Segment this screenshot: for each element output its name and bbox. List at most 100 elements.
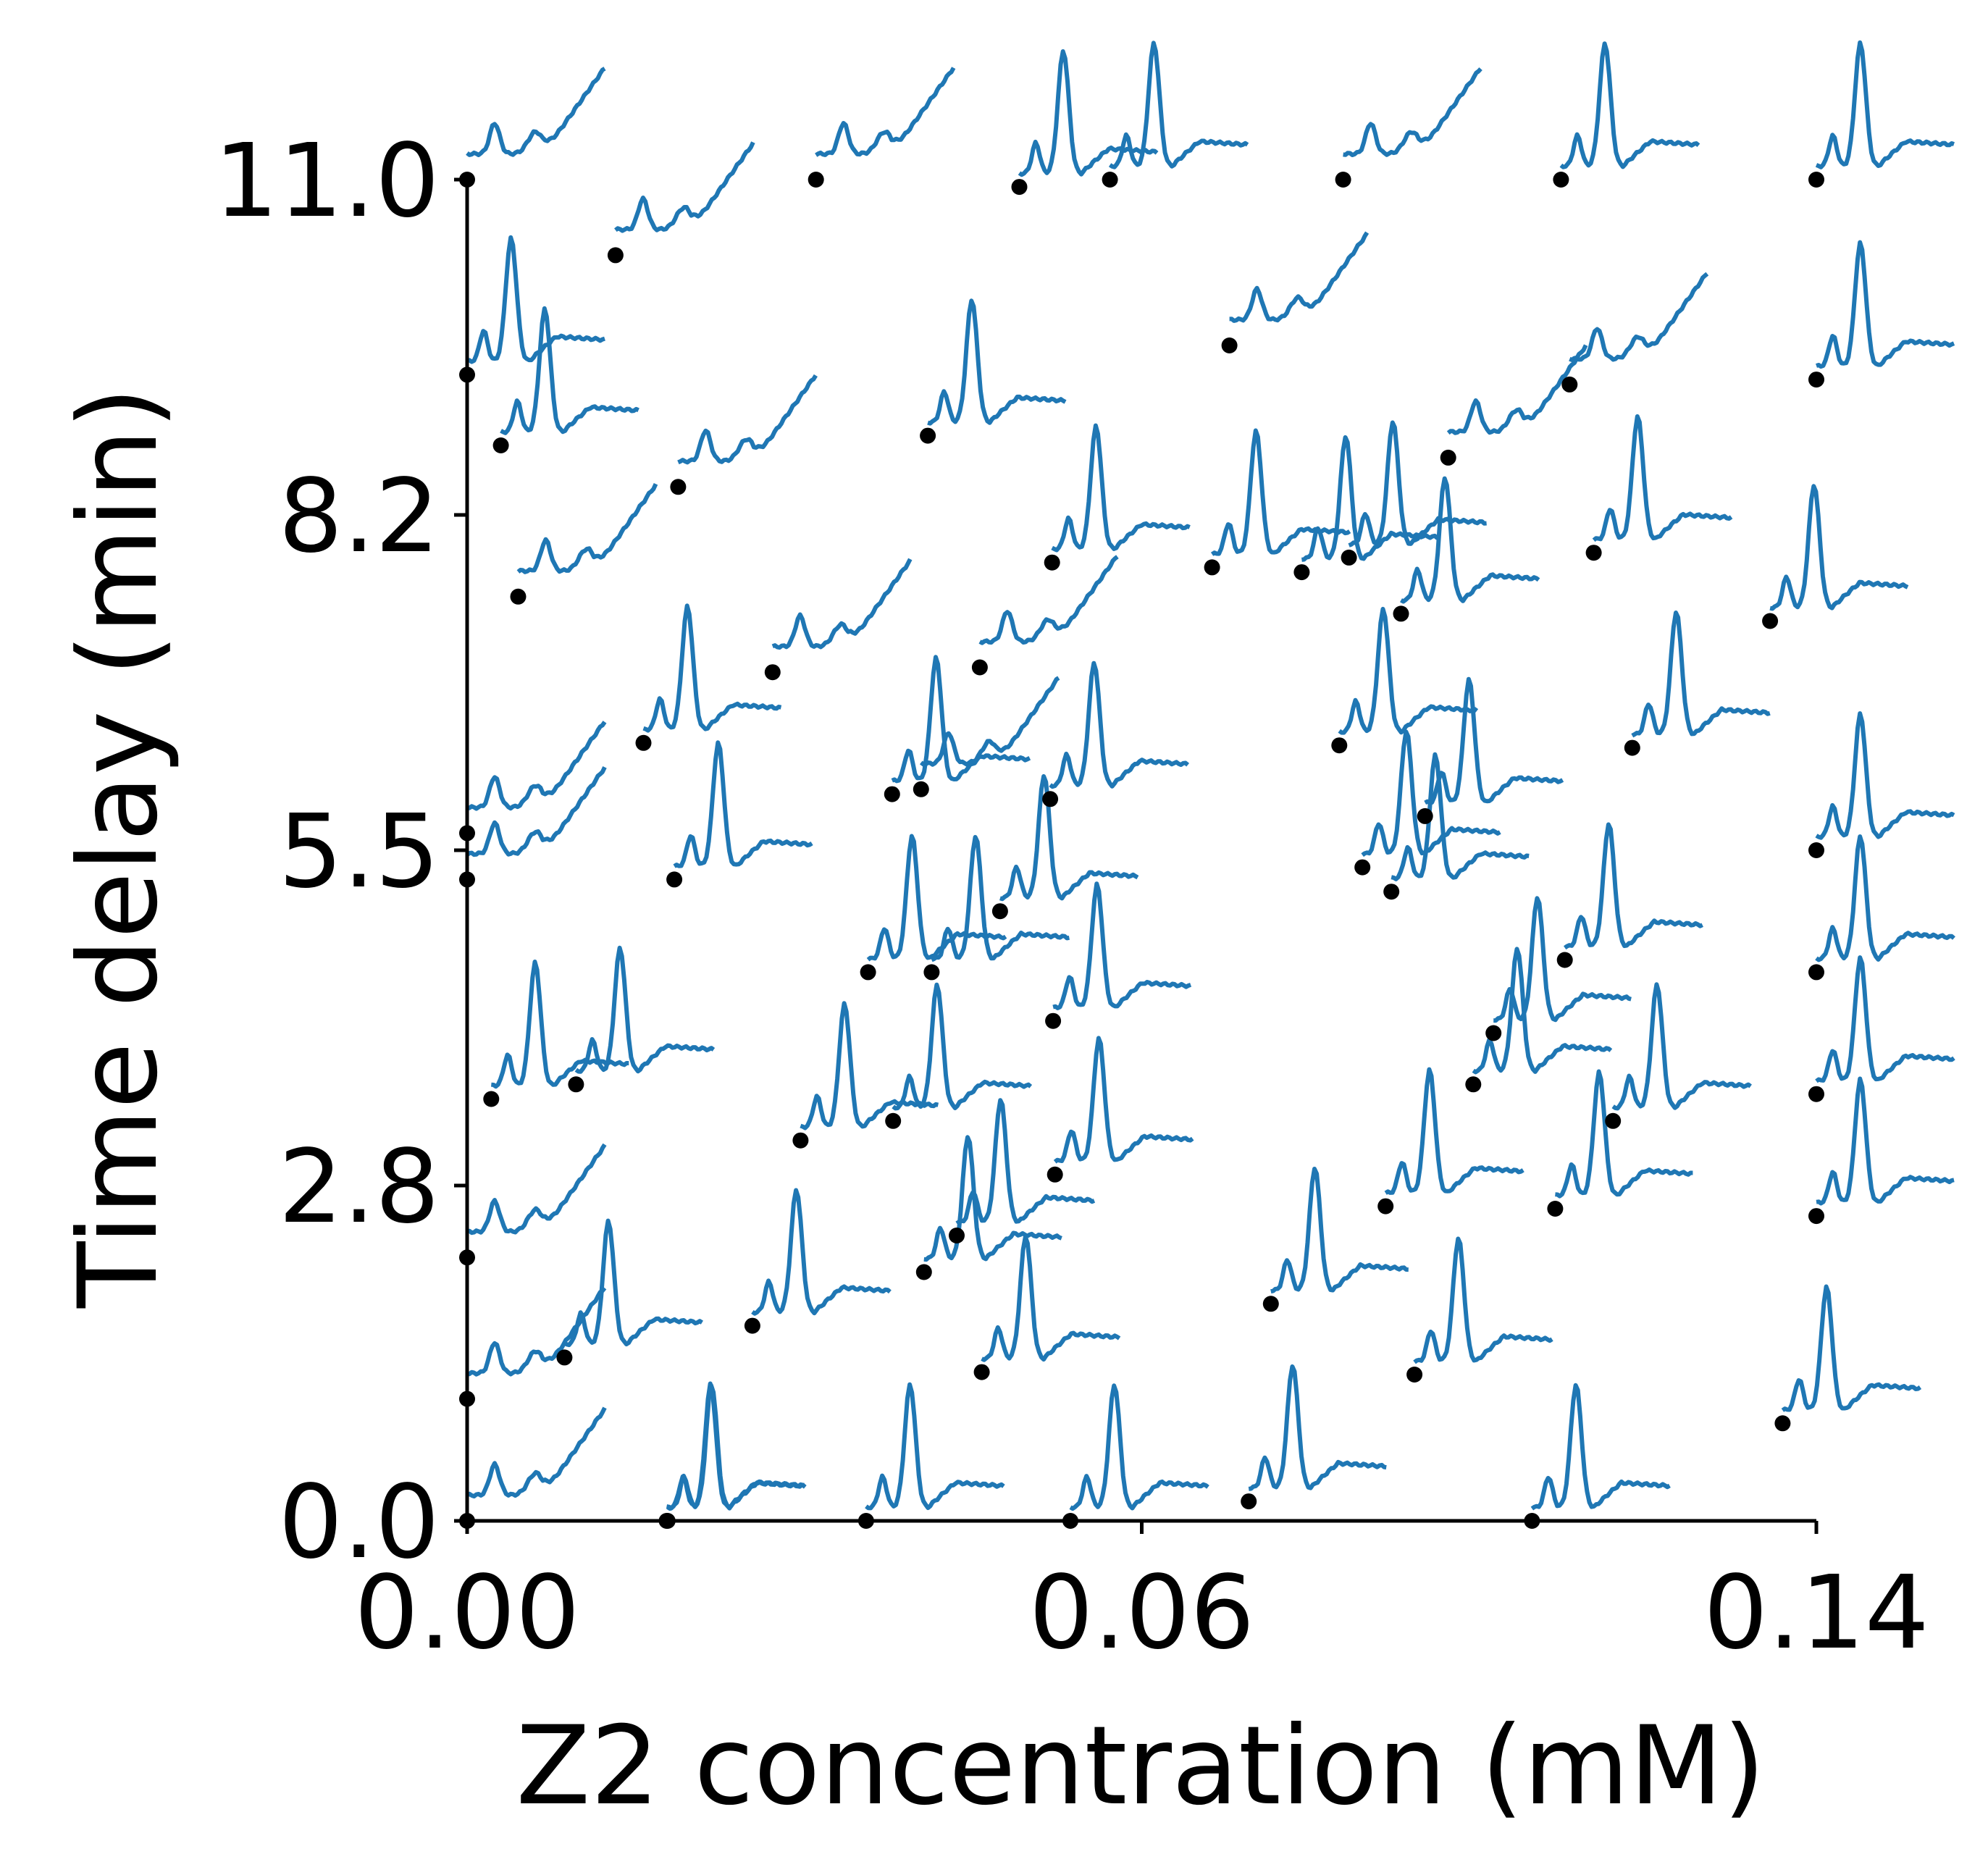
data-point <box>1624 739 1640 756</box>
data-point <box>635 734 652 751</box>
waveform-trace <box>666 1383 807 1511</box>
waveform-trace <box>1555 1069 1693 1199</box>
data-point <box>808 172 824 188</box>
data-point <box>1417 808 1433 824</box>
data-point <box>1044 554 1060 571</box>
data-point <box>1605 1112 1622 1129</box>
data-point <box>1204 559 1220 576</box>
waveform-trace <box>1569 272 1709 363</box>
waveform-trace <box>865 1382 1005 1511</box>
waveform-trace <box>1069 1383 1209 1511</box>
waveform-trace <box>466 721 607 811</box>
waveform-trace <box>563 1218 703 1348</box>
data-point <box>1102 172 1118 188</box>
y-tick-label: 11.0 <box>214 122 440 240</box>
data-point <box>1045 1012 1062 1029</box>
data-point <box>1485 1025 1502 1041</box>
waveform-trace <box>1051 423 1191 553</box>
data-point <box>670 479 687 495</box>
x-axis-title: Z2 concentration (mM) <box>516 1703 1766 1829</box>
waveform-trace <box>1815 711 1955 840</box>
waveform-trace <box>466 1406 607 1499</box>
waveform-trace <box>467 1143 607 1236</box>
waveform-trace <box>1815 955 1955 1083</box>
waveform-trace <box>1631 610 1771 738</box>
data-point <box>568 1076 584 1093</box>
waveform-trace <box>815 67 956 157</box>
waveform-trace <box>1559 41 1700 169</box>
waveform-trace <box>1248 1364 1387 1491</box>
data-point <box>1377 1198 1394 1215</box>
y-axis-title: Time delay (min) <box>56 387 182 1309</box>
x-tick-label: 0.06 <box>1029 1554 1255 1672</box>
waveform-trace <box>955 1098 1096 1225</box>
data-point <box>1262 1296 1279 1312</box>
waveform-trace <box>1400 476 1540 604</box>
waveform-trace <box>800 1001 939 1131</box>
data-point <box>1341 549 1357 566</box>
data-point <box>1808 964 1824 981</box>
data-point <box>1011 179 1028 196</box>
data-point <box>792 1132 809 1149</box>
data-point <box>1383 884 1400 900</box>
waveform-trace <box>892 982 1033 1111</box>
data-point <box>1561 376 1578 393</box>
waveform-trace <box>923 1135 1062 1262</box>
data-point <box>1221 337 1238 353</box>
waveform-trace <box>673 740 813 868</box>
data-point <box>1042 791 1059 808</box>
waveform-trace <box>466 1286 607 1377</box>
data-point <box>1808 372 1824 388</box>
waveform-trace <box>642 603 782 733</box>
data-point <box>1774 1415 1791 1432</box>
waveform-trace <box>1384 1067 1524 1195</box>
data-point <box>971 659 988 676</box>
x-axis-ticks: 0.00 0.06 0.14 <box>354 1521 1929 1672</box>
x-tick-label: 0.14 <box>1703 1554 1929 1672</box>
data-point <box>991 903 1008 920</box>
data-point <box>913 781 929 797</box>
data-point <box>1808 172 1824 188</box>
waveform-trace <box>1052 881 1192 1010</box>
waveform-trace <box>1270 1167 1409 1294</box>
data-point <box>483 1091 500 1107</box>
waveform-trace <box>466 67 606 157</box>
data-point <box>556 1349 573 1366</box>
waveform-trace <box>1338 606 1479 735</box>
waveform-trace <box>1348 420 1487 548</box>
waveform-trace <box>1530 1383 1671 1511</box>
waveform-trace <box>500 306 639 435</box>
data-point <box>607 247 624 264</box>
waveform-trace <box>1564 822 1703 950</box>
data-point <box>920 427 936 444</box>
waveform-trace <box>978 555 1119 645</box>
waveform-trace <box>891 655 1031 784</box>
waveform-trace <box>1815 40 1955 169</box>
waveform-trace <box>466 766 607 857</box>
waveform-trace <box>1769 484 1909 611</box>
y-tick-label: 2.8 <box>278 1128 440 1246</box>
waveform-trace <box>1210 428 1351 556</box>
waveform-trace <box>1816 240 1955 369</box>
data-point <box>1553 172 1569 188</box>
data-point <box>1293 564 1310 581</box>
data-point <box>1335 172 1351 188</box>
data-point <box>949 1228 965 1243</box>
waveform-trace <box>677 374 818 465</box>
waveform-trace <box>981 1234 1121 1362</box>
data-point <box>1762 613 1779 629</box>
x-tick-label: 0.00 <box>354 1554 580 1672</box>
y-tick-label: 8.2 <box>278 458 440 576</box>
trace-group <box>466 40 1955 1511</box>
data-point <box>973 1364 990 1380</box>
waveform-trace <box>1018 49 1159 177</box>
waveform-trace <box>866 834 1007 962</box>
waveform-trace <box>1592 414 1733 542</box>
waveform-trace <box>1413 1236 1553 1364</box>
waveform-trace <box>1053 1036 1194 1164</box>
data-point <box>1808 1208 1824 1225</box>
data-point <box>1556 952 1573 968</box>
waveform-trace <box>614 141 755 233</box>
data-point <box>1331 737 1348 754</box>
